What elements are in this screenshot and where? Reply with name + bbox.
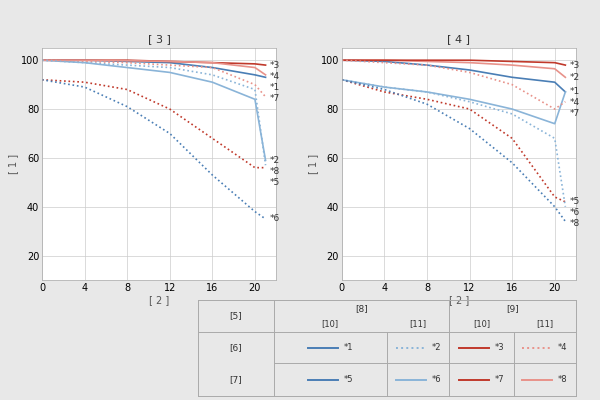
Text: *1: *1 <box>569 88 580 96</box>
Text: [10]: [10] <box>473 319 490 328</box>
Text: [11]: [11] <box>536 319 553 328</box>
Text: [7]: [7] <box>229 375 242 384</box>
Text: *6: *6 <box>431 375 441 384</box>
Text: *4: *4 <box>558 343 568 352</box>
Text: [6]: [6] <box>229 343 242 352</box>
Text: *8: *8 <box>569 219 580 228</box>
X-axis label: [ 2 ]: [ 2 ] <box>149 296 169 306</box>
Text: *8: *8 <box>270 167 280 176</box>
Text: *6: *6 <box>569 208 580 217</box>
Text: [9]: [9] <box>506 304 519 313</box>
Text: [11]: [11] <box>410 319 427 328</box>
Text: *4: *4 <box>569 98 580 108</box>
Text: *1: *1 <box>344 343 353 352</box>
Text: *1: *1 <box>270 82 280 92</box>
Text: *7: *7 <box>270 94 280 102</box>
Title: [ 3 ]: [ 3 ] <box>148 34 170 44</box>
Text: [10]: [10] <box>322 319 339 328</box>
Text: *2: *2 <box>569 73 580 82</box>
Y-axis label: [ 1 ]: [ 1 ] <box>308 154 318 174</box>
Text: *6: *6 <box>270 214 280 224</box>
Text: *3: *3 <box>495 343 505 352</box>
Text: *7: *7 <box>495 375 505 384</box>
Text: *5: *5 <box>344 375 353 384</box>
Text: *3: *3 <box>569 60 580 70</box>
Text: [5]: [5] <box>229 311 242 320</box>
Y-axis label: [ 1 ]: [ 1 ] <box>8 154 18 174</box>
Text: *8: *8 <box>558 375 568 384</box>
Text: *5: *5 <box>270 178 280 187</box>
Title: [ 4 ]: [ 4 ] <box>448 34 470 44</box>
Text: *7: *7 <box>569 110 580 118</box>
X-axis label: [ 2 ]: [ 2 ] <box>449 296 469 306</box>
Text: *2: *2 <box>431 343 441 352</box>
Text: *5: *5 <box>569 197 580 206</box>
Text: *3: *3 <box>270 60 280 70</box>
Text: *4: *4 <box>270 72 280 80</box>
Text: [8]: [8] <box>355 304 368 313</box>
Text: *2: *2 <box>270 156 280 165</box>
